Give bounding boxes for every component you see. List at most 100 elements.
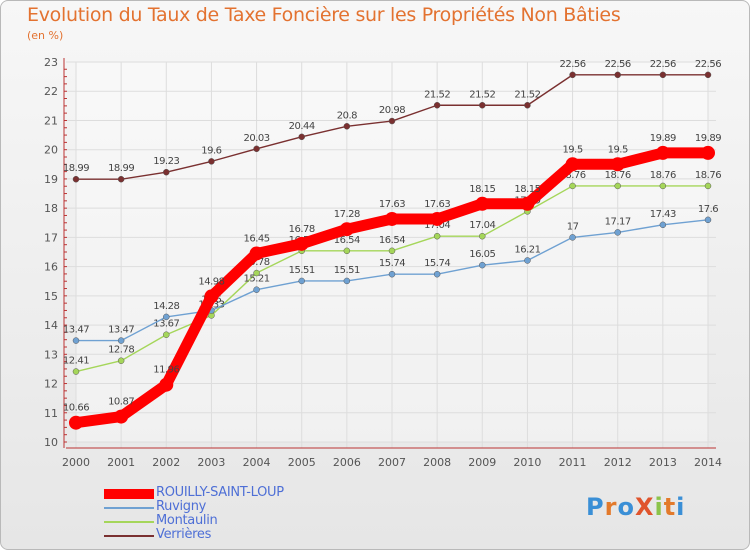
data-label: 19.5	[608, 144, 628, 155]
data-point	[388, 247, 396, 255]
logo-letter: r	[604, 493, 618, 521]
data-label: 20.8	[337, 110, 357, 121]
x-tick-label: 2011	[559, 456, 587, 469]
x-tick-label: 2001	[107, 456, 135, 469]
data-point	[117, 175, 125, 183]
data-point	[659, 221, 667, 229]
data-label: 20.03	[244, 133, 270, 144]
legend-swatch	[104, 507, 154, 509]
data-point	[163, 313, 170, 321]
data-point	[159, 377, 174, 392]
data-label: 17.04	[469, 220, 495, 231]
data-point	[163, 168, 170, 176]
data-point	[298, 133, 305, 141]
data-label: 12.41	[63, 356, 89, 367]
y-tick-label: 15	[44, 290, 58, 303]
data-point	[343, 247, 351, 255]
y-tick-label: 17	[44, 231, 58, 244]
data-point	[433, 270, 441, 278]
data-point	[569, 234, 576, 241]
data-point	[704, 182, 712, 190]
logo-letter: t	[663, 493, 677, 521]
data-point	[569, 71, 576, 79]
data-label: 22.56	[695, 59, 721, 70]
data-point	[433, 232, 441, 240]
y-tick-label: 10	[44, 436, 58, 449]
data-label: 18.15	[469, 184, 495, 195]
data-label: 17.6	[698, 204, 718, 215]
legend-label: Verrières	[156, 527, 212, 542]
x-tick-label: 2002	[152, 456, 180, 469]
data-point	[72, 175, 80, 183]
data-label: 10.66	[63, 403, 89, 414]
data-point	[343, 123, 351, 130]
data-label: 19.5	[562, 144, 582, 155]
y-tick-label: 20	[44, 144, 58, 157]
data-point	[253, 269, 260, 277]
x-tick-label: 2012	[604, 456, 632, 469]
data-label: 20.44	[289, 121, 315, 132]
data-point	[569, 182, 576, 190]
x-tick-label: 2005	[288, 456, 316, 469]
data-point	[524, 257, 531, 264]
chart-subtitle: (en %)	[27, 29, 64, 42]
data-point	[479, 261, 486, 269]
data-point	[163, 331, 170, 338]
data-point	[614, 71, 621, 79]
data-point	[388, 270, 396, 278]
data-point	[339, 222, 354, 237]
data-point	[475, 196, 490, 211]
data-label: 17.63	[379, 199, 405, 210]
data-label: 13.67	[153, 319, 179, 330]
data-label: 18.76	[605, 170, 631, 181]
x-tick-label: 2006	[333, 456, 361, 469]
y-tick-label: 11	[44, 407, 58, 420]
data-label: 18.99	[108, 163, 134, 174]
data-label: 22.56	[650, 59, 676, 70]
legend-label: Montaulin	[156, 513, 218, 528]
data-point	[520, 196, 535, 211]
data-point	[479, 102, 486, 109]
data-point	[249, 246, 264, 261]
data-label: 16.54	[334, 235, 360, 246]
data-point	[117, 357, 125, 364]
data-label: 16.45	[244, 233, 270, 244]
data-point	[253, 145, 260, 153]
data-point	[565, 157, 580, 172]
data-point	[343, 277, 351, 285]
x-tick-label: 2014	[694, 456, 722, 469]
x-tick-label: 2007	[378, 456, 406, 469]
data-point	[72, 368, 80, 375]
data-label: 15.74	[424, 258, 450, 269]
data-label: 10.87	[108, 397, 134, 408]
data-label: 16.21	[514, 244, 540, 255]
data-label: 21.52	[514, 89, 540, 100]
chart-title: Evolution du Taux de Taxe Foncière sur l…	[27, 4, 621, 26]
data-label: 21.52	[424, 89, 450, 100]
y-tick-label: 18	[44, 202, 58, 215]
data-point	[610, 157, 625, 172]
data-label: 17.43	[650, 209, 676, 220]
data-label: 11.96	[153, 365, 179, 376]
x-tick-label: 2013	[649, 456, 677, 469]
data-label: 15.51	[289, 265, 315, 276]
data-point	[72, 337, 80, 344]
data-point	[388, 117, 396, 125]
legend-swatch	[104, 489, 154, 499]
data-label: 19.6	[201, 145, 221, 156]
legend-label: ROUILLY-SAINT-LOUP	[156, 485, 284, 500]
data-label: 19.89	[650, 133, 676, 144]
y-tick-label: 22	[44, 85, 58, 98]
data-point	[433, 102, 441, 109]
data-label: 12.78	[108, 345, 134, 356]
data-label: 17.28	[334, 209, 360, 220]
data-label: 22.56	[605, 59, 631, 70]
data-point	[704, 216, 712, 224]
data-label: 15.51	[334, 265, 360, 276]
data-point	[659, 182, 667, 190]
data-point	[704, 71, 712, 79]
legend-swatch	[104, 535, 154, 537]
data-label: 13.47	[108, 325, 134, 336]
data-point	[655, 145, 670, 160]
